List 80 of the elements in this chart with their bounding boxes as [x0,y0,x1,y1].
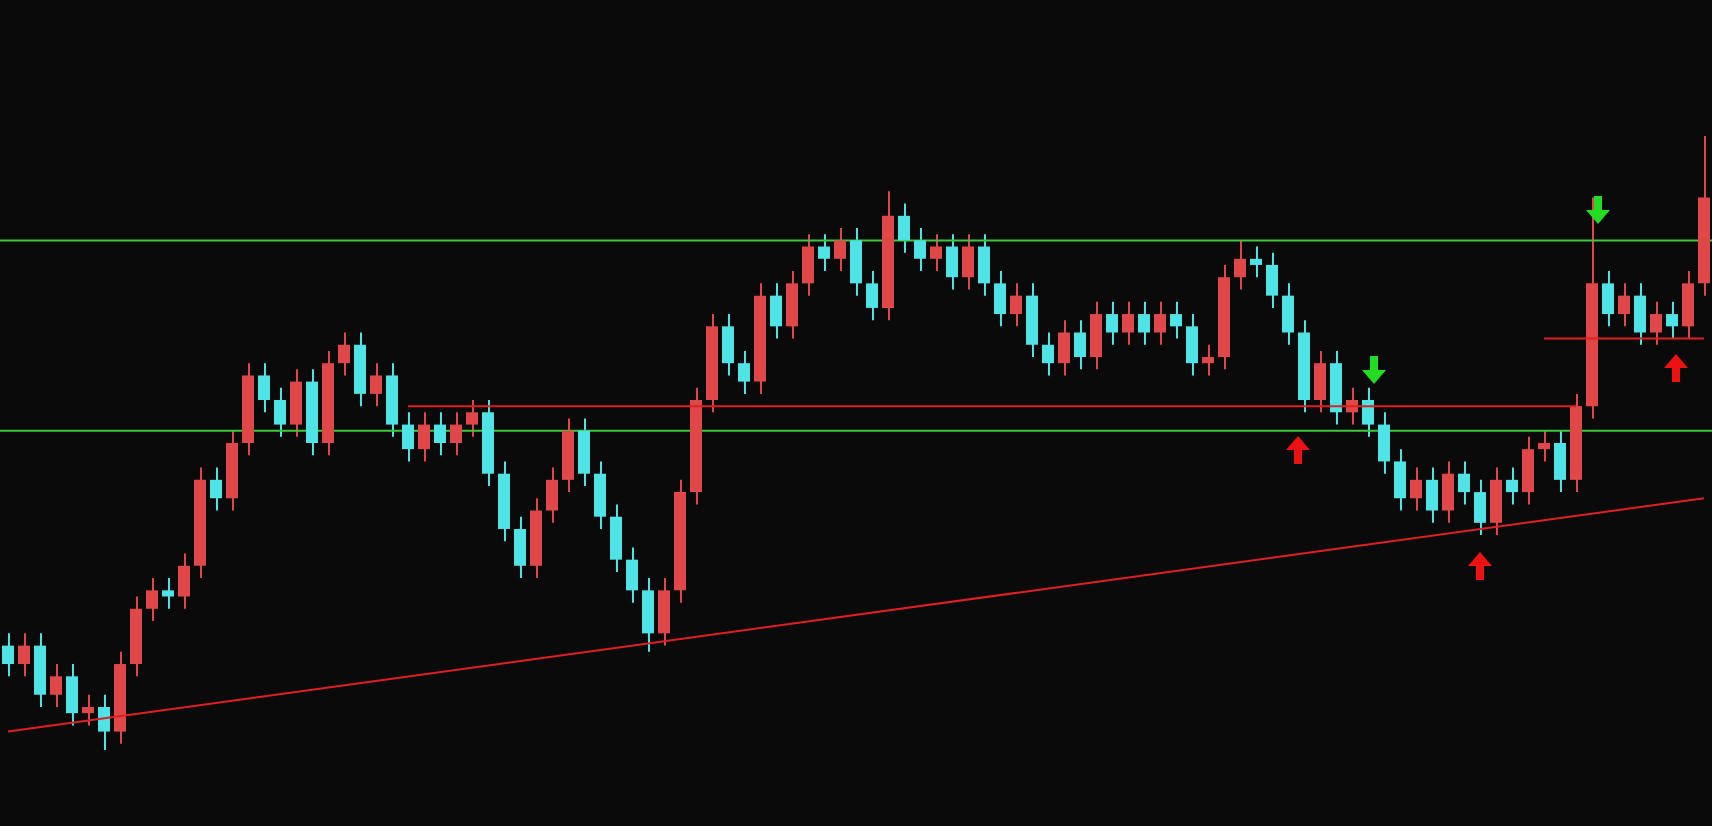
candlestick [1682,270,1694,340]
candlestick [1666,300,1678,340]
candlestick [1442,460,1454,524]
candlestick [66,663,78,727]
candlestick [1234,239,1246,291]
candlestick [802,233,814,297]
candlestick [818,233,830,273]
candlestick [1378,411,1390,475]
candlestick [1554,429,1566,494]
candlestick [2,632,14,678]
candlestick [1010,282,1022,328]
candlestick [98,693,110,751]
candlestick [274,386,286,438]
candlestick [1602,270,1614,328]
candlestick [1650,300,1662,346]
candlestick [402,411,414,463]
candlestick [434,411,446,457]
candlestick [658,577,670,647]
candlestick [1634,282,1646,346]
candlestick [1138,300,1150,346]
candlestick [1522,435,1534,506]
candlestick [914,227,926,273]
candlestick [370,362,382,408]
candlestick [1058,319,1070,377]
candlestick [770,282,782,340]
candlestick [1538,429,1550,463]
candlestick [1362,386,1374,438]
candlestick [594,460,606,530]
candlestick [1186,313,1198,377]
candlestick [1506,466,1518,506]
candlestick [1426,466,1438,524]
candlestick [50,663,62,709]
candlestick [210,466,222,512]
candlestick [626,546,638,604]
candlestick [178,552,190,610]
candlestick [930,233,942,273]
candlestick [514,515,526,580]
candlestick [466,399,478,438]
candlestick [978,233,990,297]
candlestick [1394,448,1406,512]
candlestick [866,270,878,322]
candlestick [1282,282,1294,346]
candlestick [898,202,910,254]
candlestick [258,362,270,414]
candlestick [946,233,958,291]
candlestick [1250,245,1262,279]
candlestick [290,368,302,438]
candlestick [338,331,350,377]
candlestick [834,227,846,273]
candlestick [994,270,1006,328]
candlestick [722,313,734,377]
candlestick [1106,300,1118,346]
candlestick [1490,466,1502,537]
candlestick [1090,300,1102,371]
candlestick [1314,349,1326,414]
candlestick [1458,460,1470,506]
candlestick [1074,319,1086,371]
candlestick [1266,251,1278,309]
candlestick [146,577,158,623]
candlestick [578,417,590,487]
candlestick [1474,478,1486,537]
candlestick [962,233,974,291]
candlestick [738,349,750,395]
candlestick [162,577,174,610]
candlestick [1154,300,1166,346]
candlestick [1202,343,1214,377]
candlestick [418,411,430,463]
candlestick [450,411,462,457]
candlestick [18,632,30,678]
candlestick [642,577,654,653]
candlestick [1122,300,1134,346]
candlestick [1618,282,1630,328]
candlestick [1042,331,1054,377]
candlestick [786,270,798,340]
candlestick [610,503,622,573]
candlestick [1170,300,1182,340]
candlestick [1410,466,1422,512]
candlestick [82,693,94,727]
candlestick [546,466,558,524]
candlestick [850,227,862,297]
